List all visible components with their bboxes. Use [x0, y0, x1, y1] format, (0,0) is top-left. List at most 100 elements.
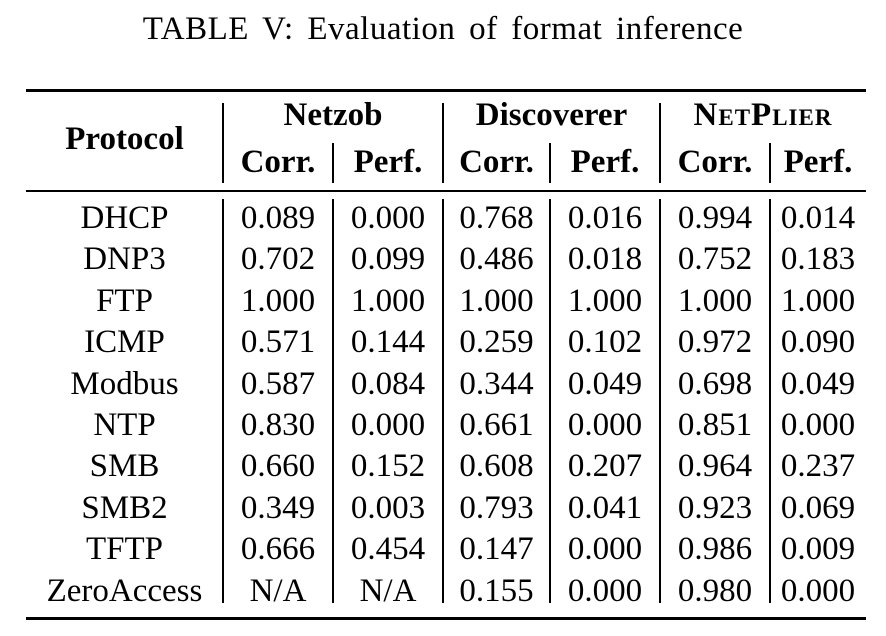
table-row: DNP3 0.702 0.099 0.486 0.018 0.752 0.183 [26, 239, 866, 280]
protocol-cell: SMB [89, 448, 160, 485]
header-discoverer-corr: Corr. [459, 144, 534, 180]
column-divider [332, 143, 334, 183]
column-divider [332, 199, 334, 603]
value-cell: 0.014 [780, 200, 856, 236]
value-cell: 0.152 [350, 448, 426, 485]
header-discoverer-perf: Perf. [570, 144, 640, 180]
value-cell: 0.089 [240, 200, 316, 236]
header-netplier-corr: Corr. [677, 144, 753, 180]
value-cell: 0.980 [677, 572, 753, 609]
value-cell: 0.069 [780, 489, 856, 526]
protocol-cell: NTP [93, 406, 156, 443]
header-netzob-perf: Perf. [353, 144, 423, 180]
table-row: FTP 1.000 1.000 1.000 1.000 1.000 1.000 [26, 281, 866, 322]
protocol-cell: ZeroAccess [46, 572, 203, 609]
value-cell: 0.768 [459, 200, 534, 236]
value-cell: 0.009 [780, 531, 856, 568]
protocol-cell: ICMP [84, 324, 165, 361]
value-cell: 0.666 [240, 531, 316, 568]
value-cell: 0.099 [350, 241, 426, 278]
value-cell: 1.000 [780, 282, 856, 319]
value-cell: 0.155 [459, 572, 534, 609]
header-group-discoverer: Discoverer [475, 97, 628, 133]
value-cell: 0.000 [567, 531, 643, 568]
value-cell: 0.923 [677, 489, 753, 526]
protocol-cell: DNP3 [83, 241, 166, 278]
value-cell: 0.793 [459, 489, 534, 526]
value-cell: 0.587 [240, 365, 316, 402]
column-divider [659, 199, 661, 603]
header-group-netplier: NetPlier [693, 97, 833, 133]
table-row: DHCP 0.089 0.000 0.768 0.016 0.994 0.014 [26, 198, 866, 239]
value-cell: 0.000 [350, 406, 426, 443]
protocol-cell: DHCP [80, 200, 169, 236]
column-divider [222, 199, 224, 603]
value-cell: 1.000 [240, 282, 316, 319]
value-cell: 1.000 [350, 282, 426, 319]
value-cell: 1.000 [567, 282, 643, 319]
value-cell: 0.608 [459, 448, 534, 485]
value-cell: 0.660 [240, 448, 316, 485]
format-inference-table: Protocol Netzob Discoverer NetPlier Corr… [26, 0, 866, 636]
value-cell: 0.144 [350, 324, 426, 361]
value-cell: N/A [249, 572, 307, 609]
protocol-cell: SMB2 [81, 489, 168, 526]
value-cell: 0.349 [240, 489, 316, 526]
value-cell: 0.986 [677, 531, 753, 568]
value-cell: 0.003 [350, 489, 426, 526]
column-divider [549, 143, 551, 183]
value-cell: 0.090 [780, 324, 856, 361]
value-cell: N/A [359, 572, 417, 609]
value-cell: 0.000 [350, 200, 426, 236]
column-divider [659, 103, 661, 183]
protocol-cell: Modbus [70, 365, 179, 402]
table-caption: TABLE V: Evaluation of format inference [142, 11, 744, 47]
column-divider [442, 103, 444, 183]
column-divider [442, 199, 444, 603]
value-cell: 0.016 [567, 200, 643, 236]
value-cell: 0.147 [459, 531, 534, 568]
value-cell: 0.972 [677, 324, 753, 361]
table-row: ICMP 0.571 0.144 0.259 0.102 0.972 0.090 [26, 322, 866, 363]
value-cell: 0.752 [677, 241, 753, 278]
table-row: TFTP 0.666 0.454 0.147 0.000 0.986 0.009 [26, 529, 866, 570]
value-cell: 0.571 [240, 324, 316, 361]
value-cell: 1.000 [677, 282, 753, 319]
value-cell: 0.454 [350, 531, 426, 568]
header-netplier-perf: Perf. [783, 144, 853, 180]
value-cell: 0.698 [677, 365, 753, 402]
column-divider [222, 103, 224, 183]
table-row: ZeroAccess N/A N/A 0.155 0.000 0.980 0.0… [26, 571, 866, 612]
value-cell: 0.486 [459, 241, 534, 278]
value-cell: 0.237 [780, 448, 856, 485]
value-cell: 0.000 [567, 406, 643, 443]
header-protocol: Protocol [65, 120, 184, 157]
table-body: DHCP 0.089 0.000 0.768 0.016 0.994 0.014… [26, 192, 866, 617]
value-cell: 0.702 [240, 241, 316, 278]
value-cell: 0.994 [677, 200, 753, 236]
table-rule-bottom [26, 617, 866, 620]
value-cell: 0.964 [677, 448, 753, 485]
value-cell: 0.084 [350, 365, 426, 402]
table-row: SMB2 0.349 0.003 0.793 0.041 0.923 0.069 [26, 488, 866, 529]
value-cell: 0.183 [780, 241, 856, 278]
protocol-cell: FTP [96, 282, 153, 319]
value-cell: 0.041 [567, 489, 643, 526]
value-cell: 0.049 [780, 365, 856, 402]
table-row: SMB 0.660 0.152 0.608 0.207 0.964 0.237 [26, 446, 866, 487]
column-divider [769, 143, 771, 183]
table-rule-mid [26, 190, 866, 192]
value-cell: 0.018 [567, 241, 643, 278]
value-cell: 0.207 [567, 448, 643, 485]
value-cell: 0.661 [459, 406, 534, 443]
value-cell: 0.000 [780, 406, 856, 443]
header-group-netzob: Netzob [283, 97, 383, 133]
table-row: NTP 0.830 0.000 0.661 0.000 0.851 0.000 [26, 405, 866, 446]
value-cell: 0.102 [567, 324, 643, 361]
value-cell: 0.851 [677, 406, 753, 443]
table-rule-top [26, 89, 866, 92]
table-row: Modbus 0.587 0.084 0.344 0.049 0.698 0.0… [26, 364, 866, 405]
value-cell: 0.000 [567, 572, 643, 609]
value-cell: 0.830 [240, 406, 316, 443]
value-cell: 0.259 [459, 324, 534, 361]
